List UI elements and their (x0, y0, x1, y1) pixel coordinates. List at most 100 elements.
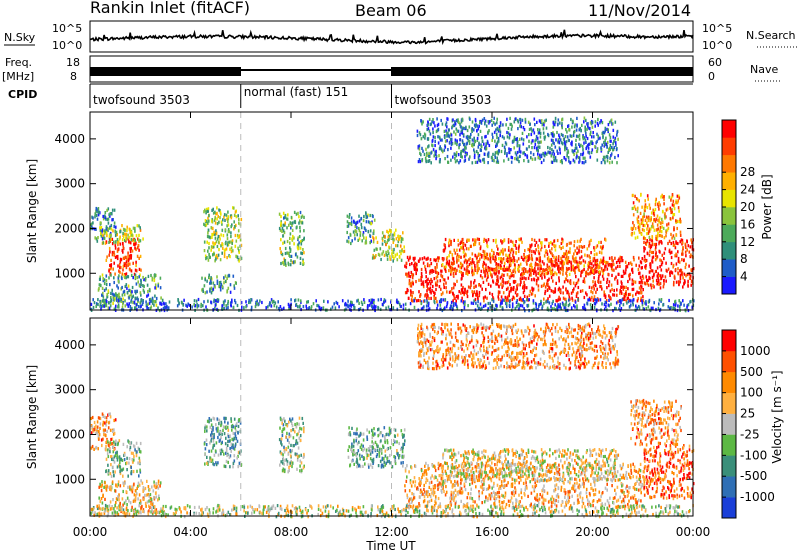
echo-cell (483, 152, 486, 156)
echo-cell (511, 247, 513, 251)
echo-cell (119, 265, 121, 270)
echo-cell (554, 289, 557, 293)
echo-cell (216, 237, 219, 241)
echo-cell (460, 299, 463, 303)
echo-cell (101, 273, 104, 277)
echo-cell (151, 301, 154, 305)
echo-cell (681, 258, 683, 262)
echo-cell (125, 507, 128, 511)
echo-cell (105, 457, 108, 461)
echo-cell (210, 276, 212, 280)
echo-cell (289, 236, 291, 240)
echo-cell (585, 274, 587, 278)
echo-cell (612, 309, 614, 313)
echo-cell (648, 227, 651, 231)
echo-cell (279, 247, 281, 251)
echo-cell (406, 274, 408, 278)
echo-cell (129, 250, 132, 254)
echo-cell (507, 295, 509, 299)
echo-cell (681, 271, 684, 275)
echo-cell (202, 289, 204, 293)
echo-cell (638, 280, 641, 285)
echo-cell (431, 139, 434, 143)
echo-cell (521, 304, 524, 308)
echo-cell (458, 269, 461, 273)
echo-cell (463, 148, 466, 152)
echo-cell (443, 265, 446, 269)
echo-cell (109, 415, 112, 419)
echo-cell (503, 261, 506, 265)
echo-cell (561, 142, 564, 146)
echo-cell (105, 300, 108, 304)
echo-cell (356, 226, 358, 230)
echo-cell (528, 139, 530, 143)
echo-cell (558, 295, 560, 299)
echo-cell (654, 203, 657, 207)
echo-cell (293, 242, 295, 246)
echo-cell (651, 222, 654, 226)
echo-cell (594, 145, 596, 149)
echo-cell (663, 279, 665, 283)
echo-cell (191, 305, 193, 309)
echo-cell (464, 287, 466, 291)
echo-cell (534, 262, 537, 266)
echo-cell (502, 268, 504, 272)
echo-cell (454, 153, 456, 157)
echo-cell (660, 268, 663, 272)
echo-cell (248, 300, 250, 305)
echo-cell (385, 253, 388, 257)
echo-cell (648, 229, 651, 233)
echo-cell (567, 256, 570, 260)
echo-cell (494, 151, 497, 155)
echo-cell (525, 147, 528, 151)
echo-cell (153, 484, 156, 488)
echo-cell (465, 253, 467, 257)
echo-cell (619, 299, 622, 303)
echo-cell (604, 238, 607, 242)
echo-cell (558, 264, 560, 268)
echo-cell (562, 264, 564, 269)
echo-cell (498, 266, 500, 270)
echo-cell (393, 231, 396, 235)
echo-cell (232, 206, 234, 210)
echo-cell (543, 301, 545, 306)
echo-cell (102, 428, 105, 432)
echo-cell (540, 119, 543, 123)
echo-cell (591, 120, 594, 124)
echo-cell (510, 239, 512, 243)
echo-cell (467, 238, 469, 242)
echo-cell (567, 267, 569, 271)
echo-cell (320, 306, 323, 310)
echo-cell (455, 271, 457, 276)
echo-cell (643, 254, 646, 259)
echo-cell (459, 265, 462, 269)
echo-cell (615, 275, 617, 279)
echo-cell (491, 298, 493, 302)
echo-cell (127, 304, 130, 308)
echo-cell (649, 276, 651, 280)
echo-cell (282, 223, 285, 227)
echo-cell (393, 238, 395, 242)
echo-cell (644, 209, 646, 213)
echo-cell (217, 240, 220, 244)
echo-cell (522, 291, 525, 295)
echo-cell (644, 199, 646, 203)
echo-cell (287, 302, 290, 306)
echo-cell (550, 154, 553, 158)
echo-cell (588, 298, 591, 302)
echo-cell (634, 194, 636, 198)
echo-cell (545, 249, 547, 253)
echo-cell (107, 443, 110, 447)
echo-cell (596, 147, 599, 151)
echo-cell (513, 146, 515, 150)
echo-cell (535, 240, 538, 245)
echo-cell (553, 141, 555, 146)
echo-cell (100, 438, 103, 442)
echo-cell (611, 146, 613, 150)
echo-cell (274, 301, 277, 305)
echo-cell (483, 142, 485, 146)
echo-cell (106, 293, 108, 297)
echo-cell (289, 241, 291, 245)
echo-cell (605, 264, 607, 268)
echo-cell (110, 298, 112, 302)
